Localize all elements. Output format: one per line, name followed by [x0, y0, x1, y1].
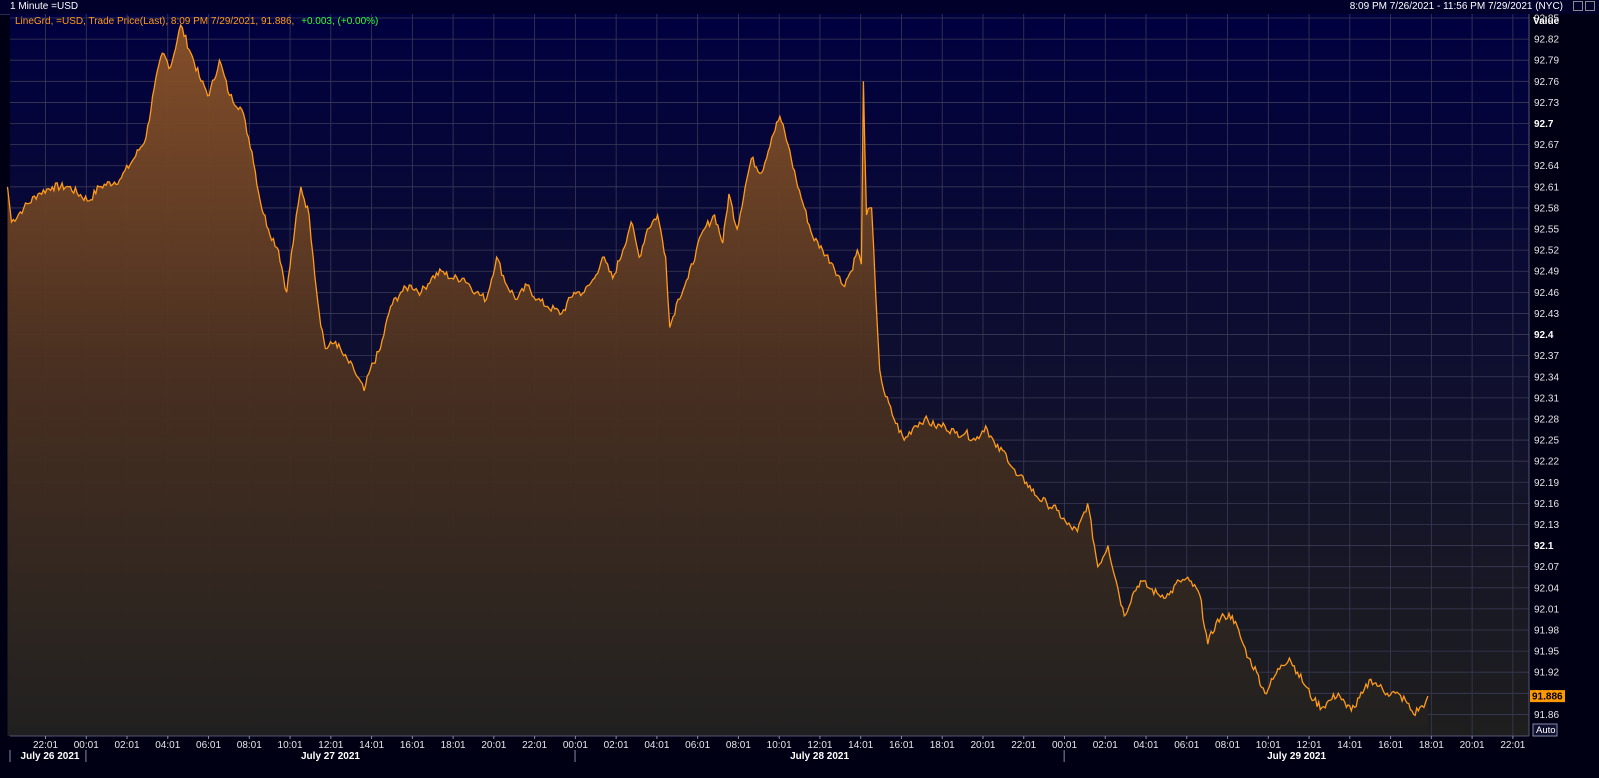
y-tick-label: 92.85 — [1534, 14, 1559, 25]
x-tick-label: 10:01 — [1256, 740, 1281, 751]
series-legend: LineGrd, =USD, Trade Price(Last), 8:09 P… — [15, 16, 378, 27]
x-tick-label: 04:01 — [155, 740, 180, 751]
date-label: July 29 2021 — [1267, 751, 1326, 762]
x-tick-label: 12:01 — [807, 740, 832, 751]
x-tick-label: 18:01 — [441, 740, 466, 751]
auto-scale-label[interactable]: Auto — [1536, 725, 1556, 736]
x-tick-label: 22:01 — [1011, 740, 1036, 751]
y-tick-label: 92.31 — [1534, 393, 1559, 404]
y-tick-label: 92.22 — [1534, 457, 1559, 468]
x-tick-label: 02:01 — [604, 740, 629, 751]
y-tick-label: 91.98 — [1534, 626, 1559, 637]
y-tick-label: 92.49 — [1534, 267, 1559, 278]
y-tick-label: 92.28 — [1534, 414, 1559, 425]
y-tick-label: 92.4 — [1534, 330, 1554, 341]
x-tick-label: 16:01 — [1378, 740, 1403, 751]
x-tick-label: 22:01 — [1500, 740, 1525, 751]
x-tick-label: 10:01 — [278, 740, 303, 751]
x-tick-label: 22:01 — [522, 740, 547, 751]
date-label: July 26 2021 — [21, 751, 80, 762]
time-axis-ticks: 22:01 00:01 02:01 04:01 06:01 08:01 10:01 12:01… — [33, 736, 1526, 751]
y-tick-label: 92.82 — [1534, 35, 1559, 46]
window-controls[interactable] — [1571, 1, 1595, 16]
y-tick-label: 92.52 — [1534, 246, 1559, 257]
x-tick-label: 14:01 — [1337, 740, 1362, 751]
y-tick-label: 92.34 — [1534, 372, 1559, 383]
y-tick-label: 92.46 — [1534, 288, 1559, 299]
y-tick-label: 92.7 — [1534, 119, 1554, 130]
x-tick-label: 18:01 — [930, 740, 955, 751]
x-tick-label: 16:01 — [400, 740, 425, 751]
y-tick-label: 92.55 — [1534, 225, 1559, 236]
x-tick-label: 00:01 — [1052, 740, 1077, 751]
date-label: July 27 2021 — [301, 751, 360, 762]
x-tick-label: 08:01 — [726, 740, 751, 751]
auto-scale-button[interactable] — [1532, 723, 1558, 737]
date-labels: July 26 2021 July 27 2021 July 28 2021 July… — [9, 750, 1326, 762]
legend-prefix: LineGrd, =USD, Trade Price(Last), 8:09 P… — [15, 16, 294, 27]
y-tick-label: 91.92 — [1534, 668, 1559, 679]
x-tick-label: 16:01 — [889, 740, 914, 751]
window-title: 1 Minute =USD — [10, 1, 79, 12]
value-axis-panel[interactable] — [1529, 14, 1599, 736]
maximize-icon[interactable] — [1585, 1, 1595, 11]
y-tick-label: 92.79 — [1534, 56, 1559, 67]
y-tick-label: 92.01 — [1534, 604, 1559, 615]
minimize-icon[interactable] — [1573, 1, 1583, 11]
x-tick-label: 04:01 — [644, 740, 669, 751]
x-tick-label: 22:01 — [33, 740, 58, 751]
price-area — [7, 25, 1428, 736]
x-tick-label: 08:01 — [1215, 740, 1240, 751]
x-tick-label: 20:01 — [970, 740, 995, 751]
y-tick-label: 92.37 — [1534, 351, 1559, 362]
y-tick-label: 92.61 — [1534, 182, 1559, 193]
x-tick-label: 10:01 — [767, 740, 792, 751]
y-tick-label: 91.86 — [1534, 710, 1559, 721]
time-axis-panel[interactable] — [10, 736, 1529, 762]
y-tick-label: 92.1 — [1534, 541, 1554, 552]
legend-change: +0.003, (+0.00%) — [301, 16, 378, 27]
x-tick-label: 18:01 — [1419, 740, 1444, 751]
last-value-badge: 91.886 — [1530, 690, 1565, 703]
y-tick-label: 92.07 — [1534, 562, 1559, 573]
y-tick-label: 91.95 — [1534, 647, 1559, 658]
y-tick-label: 92.04 — [1534, 583, 1559, 594]
y-tick-label: 92.43 — [1534, 309, 1559, 320]
time-range: 8:09 PM 7/26/2021 - 11:56 PM 7/29/2021 (… — [1349, 1, 1563, 12]
x-tick-label: 06:01 — [685, 740, 710, 751]
x-tick-label: 00:01 — [74, 740, 99, 751]
y-tick-label: 92.76 — [1534, 77, 1559, 88]
x-tick-label: 00:01 — [563, 740, 588, 751]
date-label: July 28 2021 — [790, 751, 849, 762]
y-tick-label: 92.64 — [1534, 161, 1559, 172]
x-tick-label: 14:01 — [359, 740, 384, 751]
x-tick-label: 08:01 — [237, 740, 262, 751]
y-tick-label: 92.13 — [1534, 520, 1559, 531]
x-tick-label: 04:01 — [1134, 740, 1159, 751]
x-tick-label: 02:01 — [115, 740, 140, 751]
y-tick-label: 92.19 — [1534, 478, 1559, 489]
value-axis-title: Value — [1533, 16, 1560, 27]
x-tick-label: 14:01 — [848, 740, 873, 751]
x-tick-label: 12:01 — [318, 740, 343, 751]
last-value-text: 91.886 — [1532, 692, 1563, 703]
x-tick-label: 06:01 — [1174, 740, 1199, 751]
price-line — [6, 23, 1429, 717]
y-tick-label: 92.73 — [1534, 98, 1559, 109]
x-tick-label: 02:01 — [1093, 740, 1118, 751]
y-tick-label: 92.25 — [1534, 436, 1559, 447]
last-value-badge-bg — [1530, 690, 1565, 703]
y-tick-label: 92.58 — [1534, 203, 1559, 214]
x-tick-label: 20:01 — [481, 740, 506, 751]
x-tick-label: 20:01 — [1460, 740, 1485, 751]
x-tick-label: 06:01 — [196, 740, 221, 751]
x-tick-label: 12:01 — [1297, 740, 1322, 751]
y-tick-label: 92.67 — [1534, 140, 1559, 151]
y-tick-label: 92.16 — [1534, 499, 1559, 510]
